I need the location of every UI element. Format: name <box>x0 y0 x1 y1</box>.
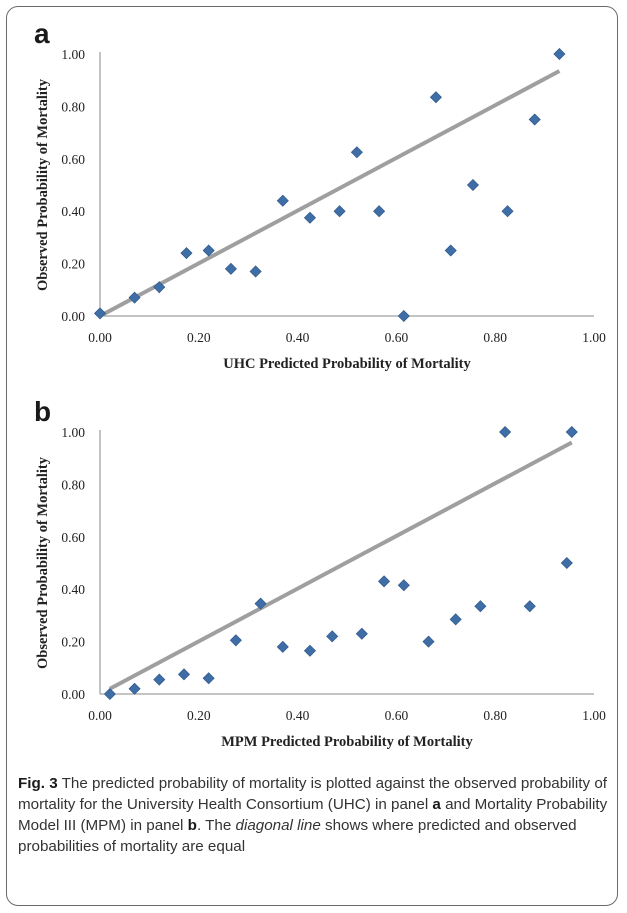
data-point <box>128 291 141 304</box>
x-tick-label: 0.80 <box>483 330 507 345</box>
data-point <box>355 627 368 640</box>
y-tick-label: 0.00 <box>61 309 85 324</box>
data-point <box>249 265 262 278</box>
data-point <box>153 673 166 686</box>
data-point <box>501 205 514 218</box>
x-tick-label: 0.60 <box>385 330 409 345</box>
y-tick-label: 0.20 <box>61 635 85 650</box>
x-tick-label: 0.00 <box>88 708 112 723</box>
x-axis-title: UHC Predicted Probability of Mortality <box>223 356 471 372</box>
data-point <box>276 194 289 207</box>
figure-label: Fig. 3 <box>18 775 58 792</box>
data-point <box>499 425 512 439</box>
data-point <box>202 672 215 685</box>
data-point <box>466 178 479 192</box>
data-point <box>303 211 316 224</box>
y-tick-label: 0.40 <box>61 204 85 219</box>
data-point <box>553 47 566 61</box>
data-point <box>276 640 289 653</box>
data-point <box>444 244 457 257</box>
caption-text-1: The predicted probability of mortality i… <box>18 775 607 813</box>
data-point <box>153 281 166 294</box>
x-tick-label: 0.60 <box>385 708 409 723</box>
data-point <box>93 307 107 320</box>
x-axis-title: MPM Predicted Probability of Mortality <box>221 734 473 750</box>
data-point <box>528 113 541 126</box>
caption-panel-b: b <box>187 817 197 834</box>
x-tick-label: 0.20 <box>187 708 211 723</box>
data-point <box>397 309 410 323</box>
panel-label: a <box>34 18 50 49</box>
data-point <box>177 668 191 681</box>
data-point <box>429 91 442 104</box>
caption-diagonal-term: diagonal line <box>235 817 321 834</box>
x-tick-label: 0.40 <box>286 330 310 345</box>
data-point <box>350 146 363 159</box>
panel-label: b <box>34 396 51 427</box>
y-axis-title: Observed Probability of Mortality <box>35 456 51 669</box>
data-point <box>560 556 573 570</box>
data-point <box>397 579 410 592</box>
y-tick-label: 1.00 <box>61 425 85 440</box>
data-point <box>224 262 237 275</box>
y-tick-label: 0.60 <box>61 152 85 167</box>
data-point <box>254 597 267 610</box>
y-tick-label: 0.60 <box>61 530 85 545</box>
x-tick-label: 0.20 <box>187 330 211 345</box>
diagonal-line <box>108 440 573 691</box>
data-point <box>180 247 193 260</box>
figure-caption: Fig. 3 The predicted probability of mort… <box>18 773 608 857</box>
y-tick-label: 0.80 <box>61 477 85 492</box>
data-point <box>303 644 316 657</box>
data-point <box>103 687 116 701</box>
data-point <box>373 205 386 218</box>
y-tick-label: 0.00 <box>61 687 85 702</box>
y-tick-label: 0.20 <box>61 257 85 272</box>
scatter-chart-mpm: b 0.00 0.20 0.40 0.60 0.80 1.00 0.00 0.20 0.40 0.6… <box>34 396 606 750</box>
figure-frame <box>6 6 618 906</box>
y-tick-label: 0.80 <box>61 99 85 114</box>
data-point <box>326 630 339 643</box>
data-point <box>202 244 215 257</box>
data-point <box>422 635 435 648</box>
data-point <box>474 600 487 613</box>
caption-text-2: and Mortality Probability Model III (MPM… <box>18 796 608 834</box>
x-tick-label: 0.40 <box>286 708 310 723</box>
caption-text-3: . The <box>196 817 236 834</box>
y-tick-label: 1.00 <box>61 47 85 62</box>
data-point <box>333 205 346 218</box>
x-tick-label: 1.00 <box>582 708 606 723</box>
caption-text-4: shows where predicted and observed proba… <box>18 817 577 855</box>
x-tick-label: 0.80 <box>483 708 507 723</box>
diagonal-line <box>99 69 561 318</box>
caption-panel-a: a <box>432 796 441 813</box>
scatter-chart-uhc: a 0.00 0.20 0.40 0.60 0.80 1.00 0.00 0.20 0.40 0.6… <box>34 18 606 372</box>
y-axis-title: Observed Probability of Mortality <box>35 78 51 291</box>
x-tick-label: 1.00 <box>582 330 606 345</box>
data-point <box>128 682 141 695</box>
data-point <box>378 575 391 588</box>
data-point <box>229 634 242 647</box>
data-point <box>449 613 462 626</box>
x-tick-label: 0.00 <box>88 330 112 345</box>
data-point <box>565 425 578 439</box>
y-tick-label: 0.40 <box>61 582 85 597</box>
data-point <box>523 600 536 613</box>
